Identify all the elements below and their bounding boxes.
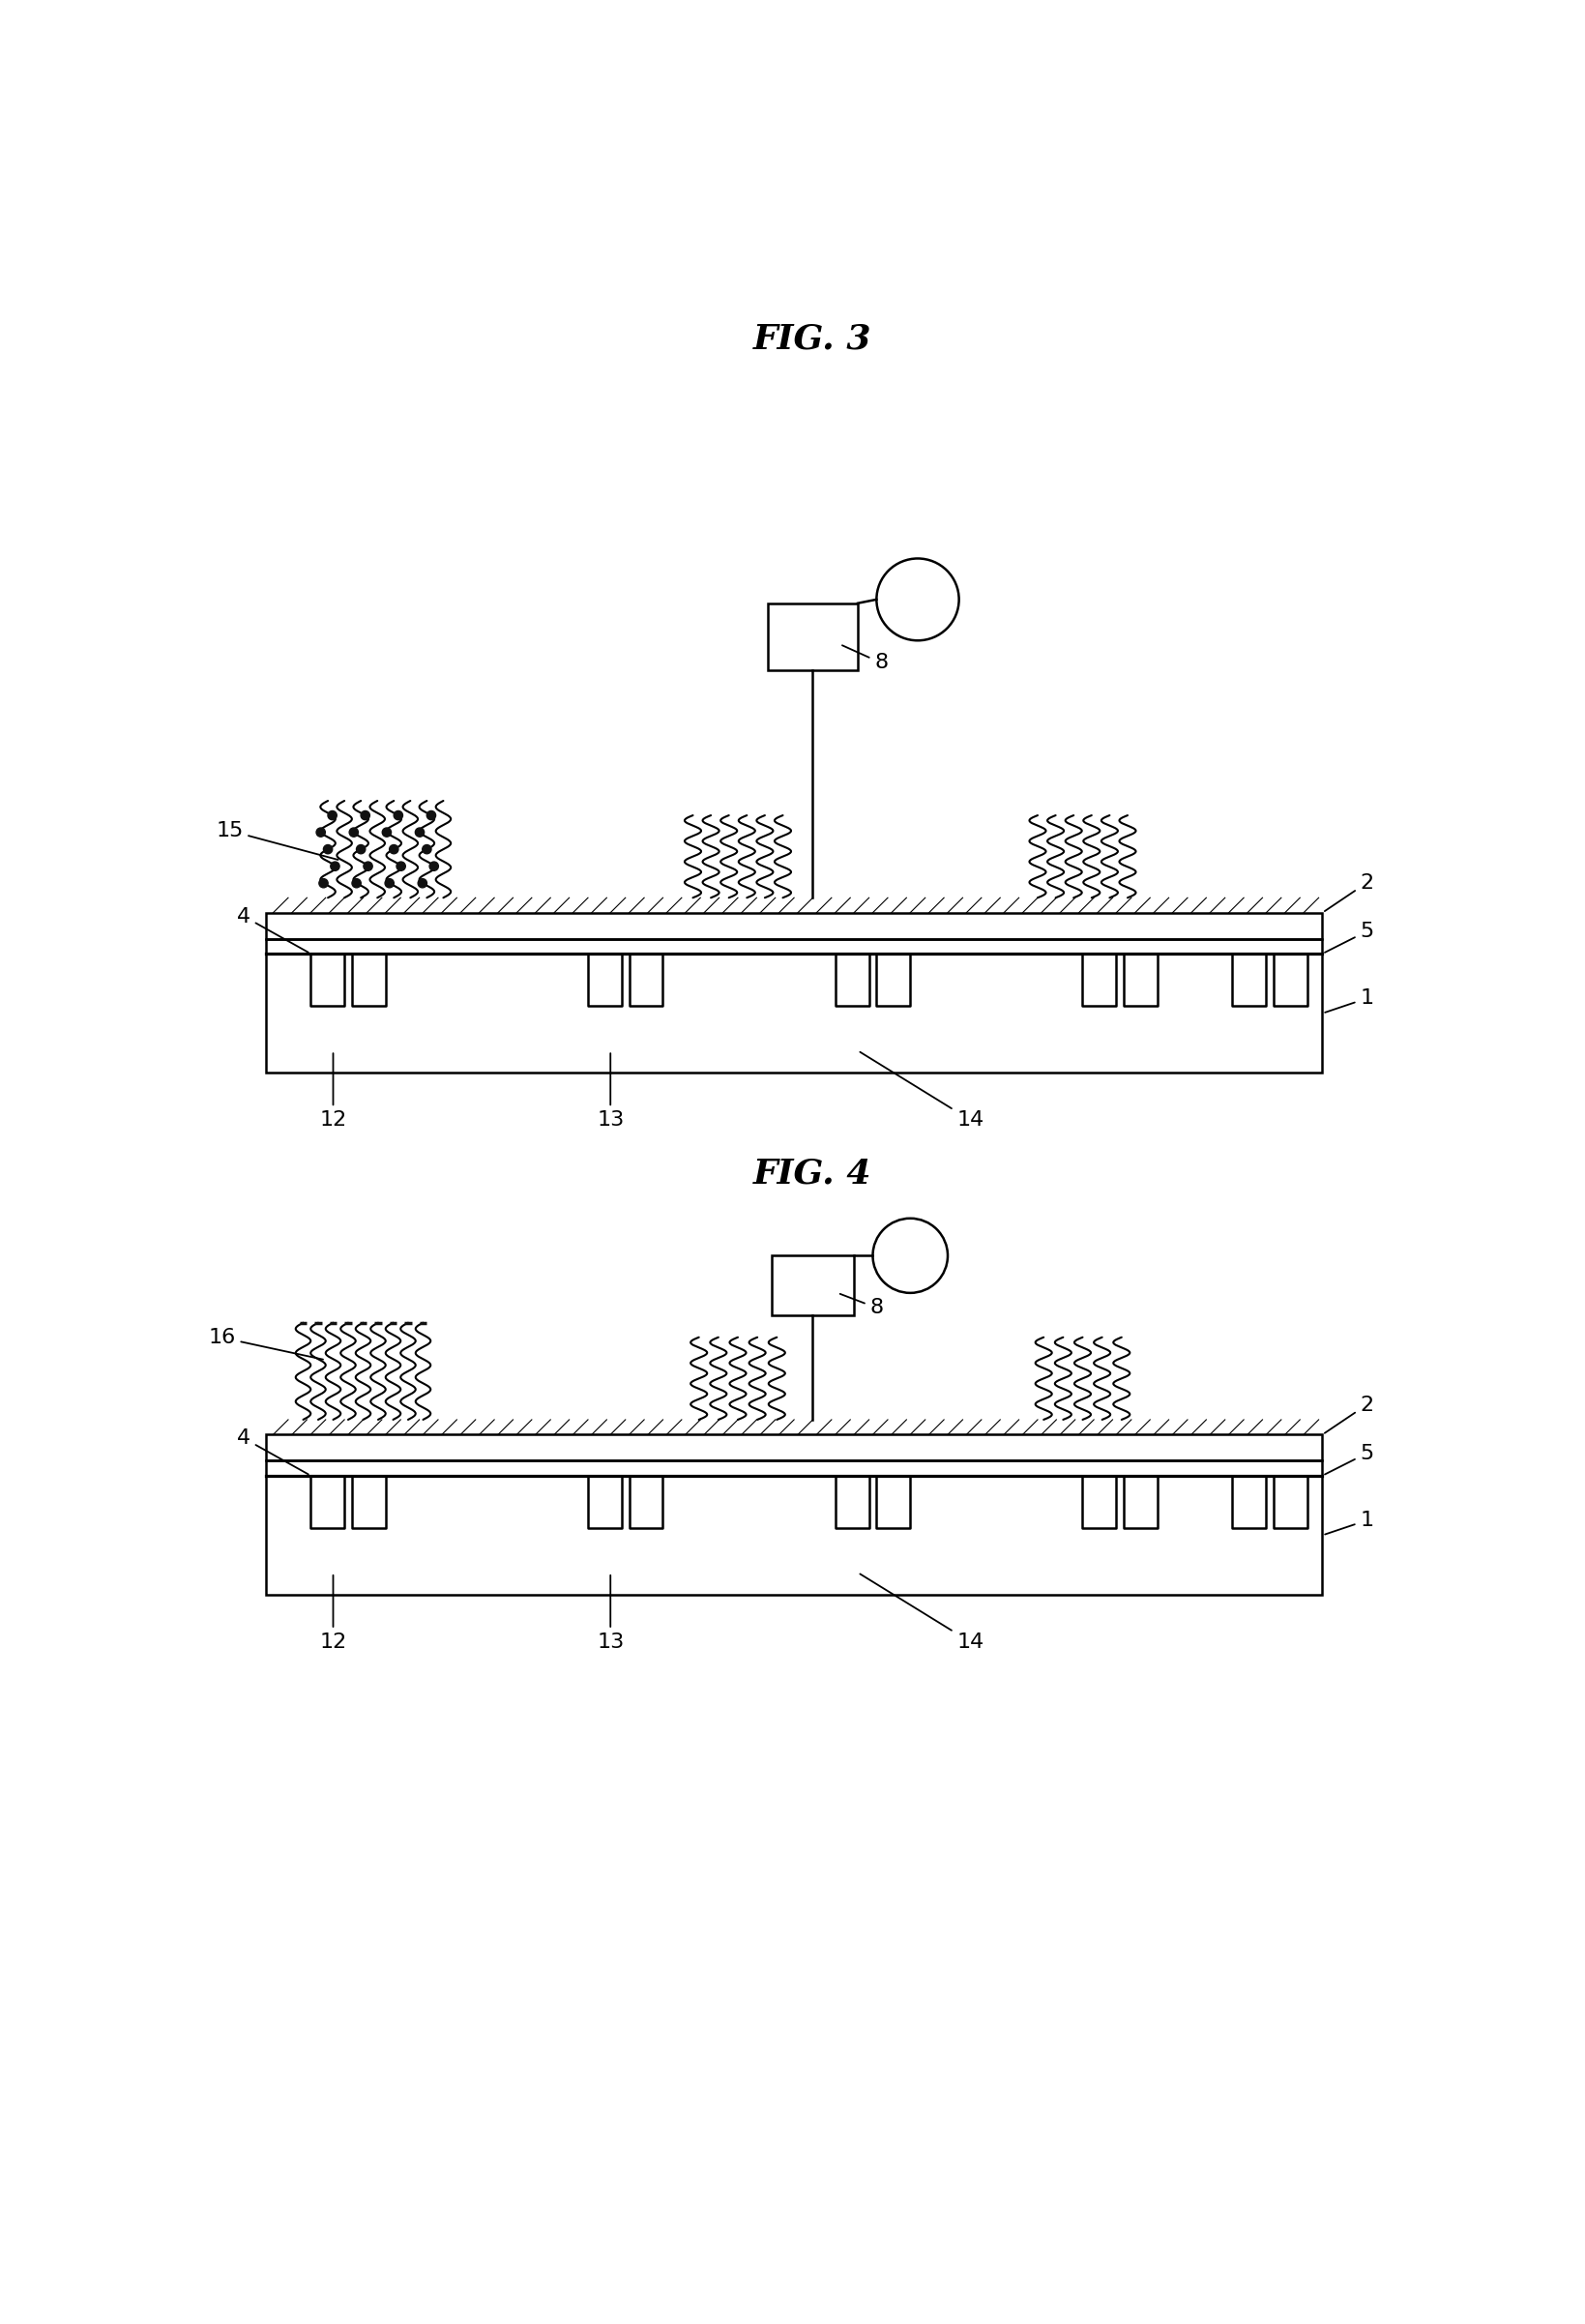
Circle shape (382, 827, 391, 837)
Circle shape (396, 862, 406, 872)
Circle shape (426, 811, 436, 820)
Text: 1: 1 (1323, 988, 1373, 1013)
Text: FIG. 3: FIG. 3 (753, 323, 872, 356)
Text: 2: 2 (1323, 874, 1373, 911)
Circle shape (315, 827, 325, 837)
Circle shape (393, 811, 403, 820)
Circle shape (352, 878, 361, 888)
Text: 14: 14 (859, 1573, 983, 1652)
Text: 5: 5 (1323, 1443, 1373, 1473)
Circle shape (415, 827, 423, 837)
Text: 8: 8 (842, 646, 888, 672)
Text: 16: 16 (208, 1327, 323, 1360)
Circle shape (357, 846, 365, 853)
Text: 12: 12 (319, 1576, 347, 1652)
Circle shape (349, 827, 358, 837)
Text: 5: 5 (1323, 923, 1373, 953)
Circle shape (323, 846, 333, 853)
Text: 4: 4 (236, 906, 307, 953)
Circle shape (385, 878, 393, 888)
Bar (266, 939, 1322, 1074)
Circle shape (319, 878, 328, 888)
Text: 4: 4 (236, 1429, 307, 1473)
Text: FIG. 4: FIG. 4 (753, 1157, 872, 1190)
Text: 8: 8 (840, 1294, 883, 1318)
Bar (767, 604, 857, 669)
Circle shape (422, 846, 431, 853)
Text: 12: 12 (319, 1053, 347, 1129)
Text: 13: 13 (596, 1053, 624, 1129)
Circle shape (328, 811, 336, 820)
Circle shape (430, 862, 437, 872)
Circle shape (418, 878, 426, 888)
Text: 2: 2 (1323, 1394, 1373, 1434)
Bar (266, 913, 1322, 939)
Bar (772, 1255, 853, 1315)
Bar (266, 1434, 1322, 1462)
Bar (266, 1462, 1322, 1594)
Circle shape (360, 811, 369, 820)
Circle shape (390, 846, 398, 853)
Text: 15: 15 (216, 820, 338, 860)
Text: 1: 1 (1323, 1511, 1373, 1534)
Text: 14: 14 (859, 1053, 983, 1129)
Circle shape (363, 862, 372, 872)
Text: 13: 13 (596, 1576, 624, 1652)
Circle shape (330, 862, 339, 872)
